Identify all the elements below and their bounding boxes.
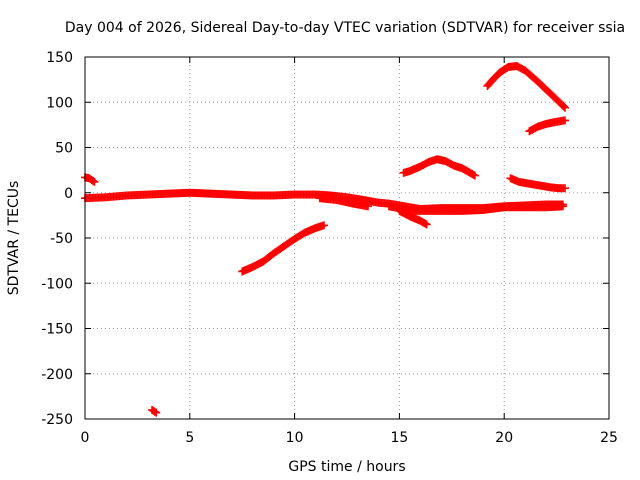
data-point [363,202,372,211]
y-tick-label: -150 [41,322,73,338]
data-point [89,176,98,185]
axis-ticks: -250 -200 -150 -100 -50 0 50 100 150 0 5 10 15 20 25 [41,50,618,446]
data-point [150,407,159,416]
data-point [560,103,569,112]
x-axis-label: GPS time / hours [288,459,405,475]
data-point [558,202,567,211]
plot-frame [84,56,610,420]
data-point [560,116,569,125]
y-tick-label: -100 [41,276,73,292]
y-tick-label: -50 [50,231,73,247]
chart-title: Day 004 of 2026, Sidereal Day-to-day VTE… [65,20,625,36]
y-tick-label: 0 [64,186,73,202]
data-point [90,177,99,186]
data-point [470,171,479,180]
x-tick-label: 25 [600,430,618,446]
x-tick-label: 15 [390,430,408,446]
y-tick-label: 150 [46,50,73,66]
data-point [560,184,569,193]
y-tick-label: 100 [46,95,73,111]
data-point [422,220,431,229]
y-tick-label: 50 [55,141,73,157]
data-point [559,102,568,111]
y-tick-label: -250 [41,412,73,428]
grid [85,57,609,419]
y-tick-label: -200 [41,367,73,383]
y-axis-label: SDTVAR / TECUs [6,181,22,296]
data-series [81,62,569,417]
x-tick-label: 0 [81,430,90,446]
x-tick-label: 5 [185,430,194,446]
x-tick-label: 20 [495,430,513,446]
data-point [152,408,161,417]
x-tick-label: 10 [286,430,304,446]
data-point [319,221,328,230]
